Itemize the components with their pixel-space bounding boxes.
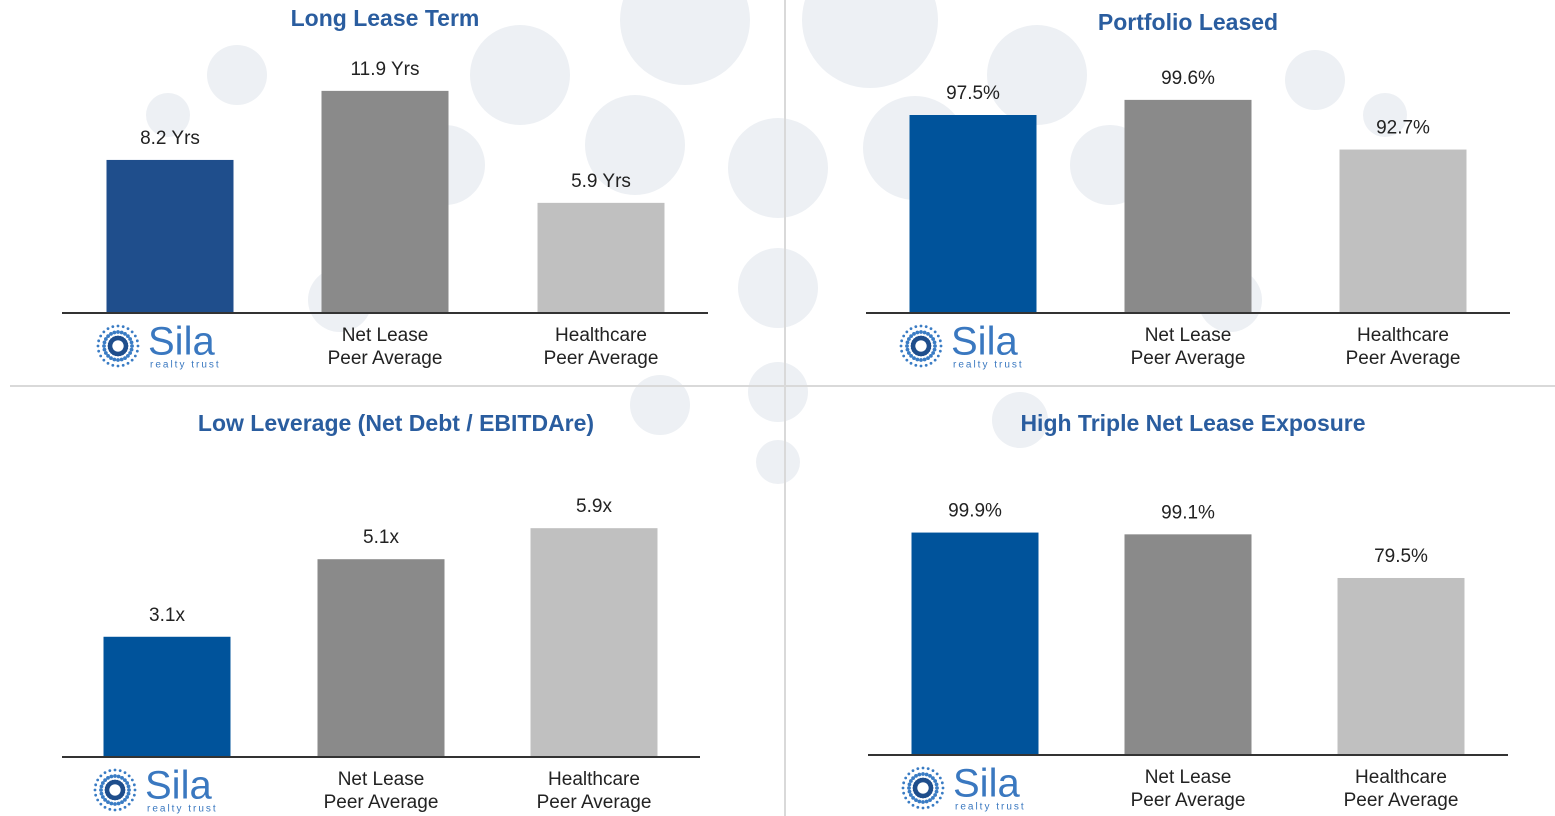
chart-title: Low Leverage (Net Debt / EBITDAre) (198, 410, 594, 436)
logo-name: Sila (953, 762, 1020, 806)
x-tick-label: Net Lease Peer Average (1130, 325, 1246, 369)
value-label: 11.9 Yrs (350, 59, 419, 80)
chart-title: High Triple Net Lease Exposure (1020, 410, 1365, 436)
bar (321, 90, 449, 313)
value-label: 8.2 Yrs (140, 128, 200, 149)
x-tick-label: Net Lease Peer Average (1130, 767, 1246, 811)
value-label: 3.1x (149, 605, 185, 626)
value-label: 5.9 Yrs (571, 171, 631, 192)
bar (530, 528, 658, 757)
logo-mark (899, 324, 943, 368)
x-tick-label: Healthcare Peer Average (1343, 767, 1459, 811)
logo-mark (96, 324, 140, 368)
chart-title: Portfolio Leased (1098, 9, 1278, 35)
logo-name: Sila (951, 320, 1018, 364)
logo-name: Sila (148, 320, 215, 364)
bar (911, 532, 1039, 755)
x-tick-label: Healthcare Peer Average (1345, 325, 1461, 369)
x-tick-label: Healthcare Peer Average (536, 769, 652, 813)
logo-mark (901, 766, 945, 810)
chart-title: Long Lease Term (291, 5, 480, 31)
x-tick-label: Healthcare Peer Average (543, 325, 659, 369)
logo-tagline: realty trust (953, 360, 1024, 371)
value-label: 92.7% (1376, 118, 1430, 139)
bar (106, 159, 234, 313)
x-tick-label: Net Lease Peer Average (327, 325, 443, 369)
value-label: 97.5% (946, 83, 1000, 104)
x-tick-label: Net Lease Peer Average (323, 769, 439, 813)
bar (1124, 534, 1252, 755)
bar (537, 202, 665, 313)
value-label: 5.1x (363, 527, 399, 548)
value-label: 99.6% (1161, 68, 1215, 89)
bar (103, 636, 231, 757)
value-label: 5.9x (576, 496, 612, 517)
bar (909, 115, 1037, 313)
value-label: 79.5% (1374, 546, 1428, 567)
bar (1339, 149, 1467, 313)
bar (317, 559, 445, 757)
logo-tagline: realty trust (150, 360, 221, 371)
bar (1337, 577, 1465, 755)
value-label: 99.1% (1161, 502, 1215, 523)
logo-mark (93, 768, 137, 812)
value-label: 99.9% (948, 501, 1002, 522)
logo-tagline: realty trust (147, 804, 218, 815)
logo-tagline: realty trust (955, 802, 1026, 813)
bar (1124, 99, 1252, 313)
logo-name: Sila (145, 764, 212, 808)
